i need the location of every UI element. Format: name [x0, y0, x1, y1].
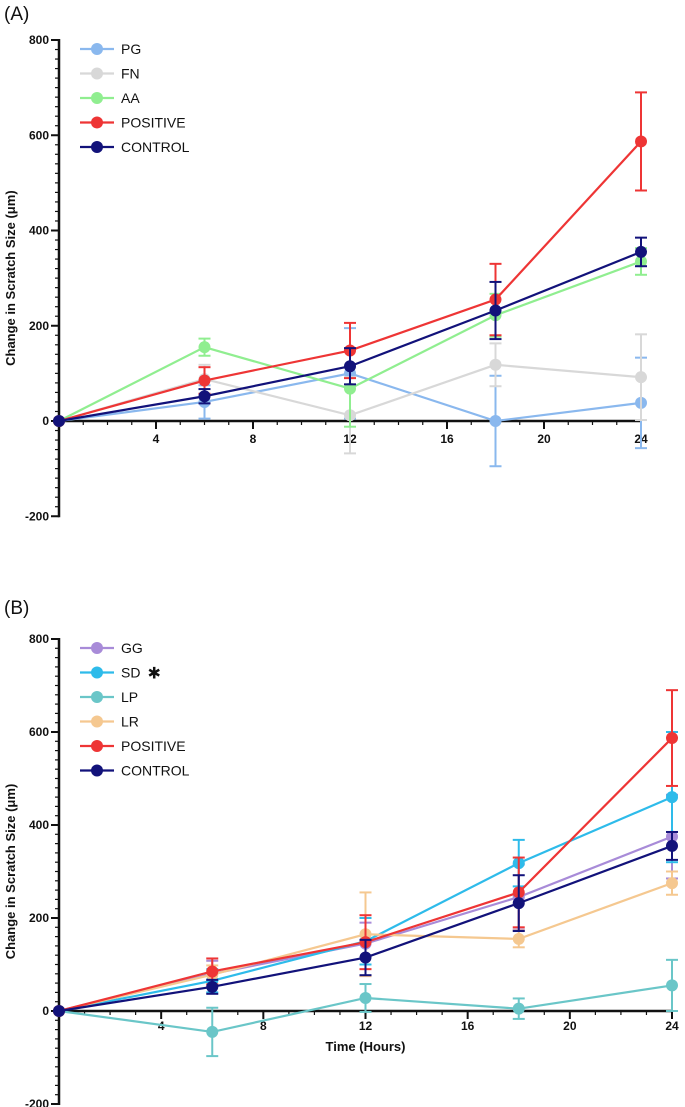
legend-label: GG: [121, 640, 143, 656]
y-tick-label: 200: [29, 319, 49, 333]
data-point: [635, 135, 647, 148]
legend-swatch-marker: [91, 43, 103, 55]
data-point: [635, 371, 647, 384]
x-tick-label: 20: [537, 432, 551, 446]
legend: GG SD ✱ LP LR POSITIVE CONTROL: [80, 640, 190, 779]
legend-item-aa: AA: [80, 90, 140, 106]
legend-item-lr: LR: [80, 714, 139, 730]
data-point: [489, 304, 502, 317]
legend-item-sd: SD ✱: [80, 664, 161, 683]
y-tick-label: 400: [29, 818, 49, 832]
y-tick-label: -200: [25, 1097, 49, 1107]
legend-label: PG: [121, 41, 141, 57]
data-point: [666, 877, 678, 890]
data-point: [666, 979, 678, 992]
legend-label: AA: [121, 90, 140, 106]
panel-label: (B): [4, 598, 29, 619]
y-axis-title: Change in Scratch Size (μm): [3, 190, 18, 366]
x-tick-label: 20: [563, 1019, 577, 1033]
data-point: [512, 897, 525, 910]
y-tick-label: -200: [25, 509, 49, 523]
legend-swatch-marker: [91, 691, 103, 703]
legend-swatch-marker: [91, 740, 103, 752]
data-point: [666, 839, 678, 852]
legend-swatch-marker: [91, 666, 103, 679]
data-point: [198, 341, 211, 354]
legend-label: POSITIVE: [121, 738, 186, 754]
data-point: [512, 1002, 525, 1015]
legend-label: CONTROL: [121, 763, 190, 779]
legend-item-lp: LP: [80, 689, 138, 705]
legend-item-fn: FN: [80, 66, 140, 82]
legend-swatch-marker: [91, 92, 103, 104]
y-tick-label: 0: [42, 1004, 49, 1018]
legend-item-gg: GG: [80, 640, 143, 656]
legend-label: FN: [121, 66, 140, 82]
legend-item-positive: POSITIVE: [80, 738, 186, 754]
x-tick-label: 8: [250, 432, 257, 446]
x-tick-label: 16: [440, 432, 454, 446]
data-point: [53, 415, 65, 427]
legend-label: CONTROL: [121, 139, 190, 155]
y-tick-label: 800: [29, 632, 49, 646]
data-point: [359, 991, 372, 1004]
legend-item-positive: POSITIVE: [80, 115, 186, 131]
data-point: [666, 732, 678, 745]
series-control: [53, 236, 647, 427]
y-tick-label: 400: [29, 224, 49, 238]
legend-swatch-marker: [91, 642, 103, 654]
x-tick-label: 12: [359, 1019, 373, 1033]
x-tick-label: 24: [665, 1019, 679, 1033]
legend-label: LP: [121, 689, 138, 705]
y-axis-title: Change in Scratch Size (μm): [3, 784, 18, 960]
data-point: [198, 374, 211, 387]
data-point: [344, 382, 356, 395]
legend-swatch-marker: [91, 67, 103, 80]
data-point: [198, 390, 211, 403]
y-tick-label: 0: [42, 414, 49, 428]
x-axis-title: Time (Hours): [326, 1039, 406, 1054]
legend-swatch-marker: [91, 141, 103, 153]
legend-item-control: CONTROL: [80, 139, 190, 155]
legend-swatch-marker: [91, 116, 103, 129]
legend-item-pg: PG: [80, 41, 141, 57]
y-tick-label: 600: [29, 725, 49, 739]
x-tick-label: 16: [461, 1019, 475, 1033]
significance-star-icon: ✱: [147, 664, 160, 683]
legend-swatch-marker: [91, 715, 103, 728]
data-point: [512, 932, 525, 945]
data-point: [206, 980, 219, 993]
legend-label: LR: [121, 714, 139, 730]
data-point: [359, 951, 372, 964]
data-point: [489, 415, 502, 427]
x-tick-label: 4: [153, 432, 160, 446]
legend-item-control: CONTROL: [80, 763, 190, 779]
data-point: [489, 358, 502, 371]
x-tick-label: 8: [260, 1019, 267, 1033]
y-tick-label: 200: [29, 911, 49, 925]
data-point: [206, 1025, 219, 1038]
data-point: [53, 1005, 65, 1017]
panel-label: (A): [4, 4, 29, 25]
data-point: [666, 791, 678, 804]
legend-swatch-marker: [91, 764, 103, 777]
y-tick-label: 800: [29, 33, 49, 47]
data-point: [206, 965, 219, 978]
series-control: [53, 830, 678, 1017]
y-tick-label: 600: [29, 128, 49, 142]
data-point: [344, 360, 356, 373]
legend: PG FN AA POSITIVE CONTROL: [80, 41, 190, 155]
legend-label: SD: [121, 665, 140, 681]
data-point: [635, 245, 647, 258]
legend-label: POSITIVE: [121, 115, 186, 131]
